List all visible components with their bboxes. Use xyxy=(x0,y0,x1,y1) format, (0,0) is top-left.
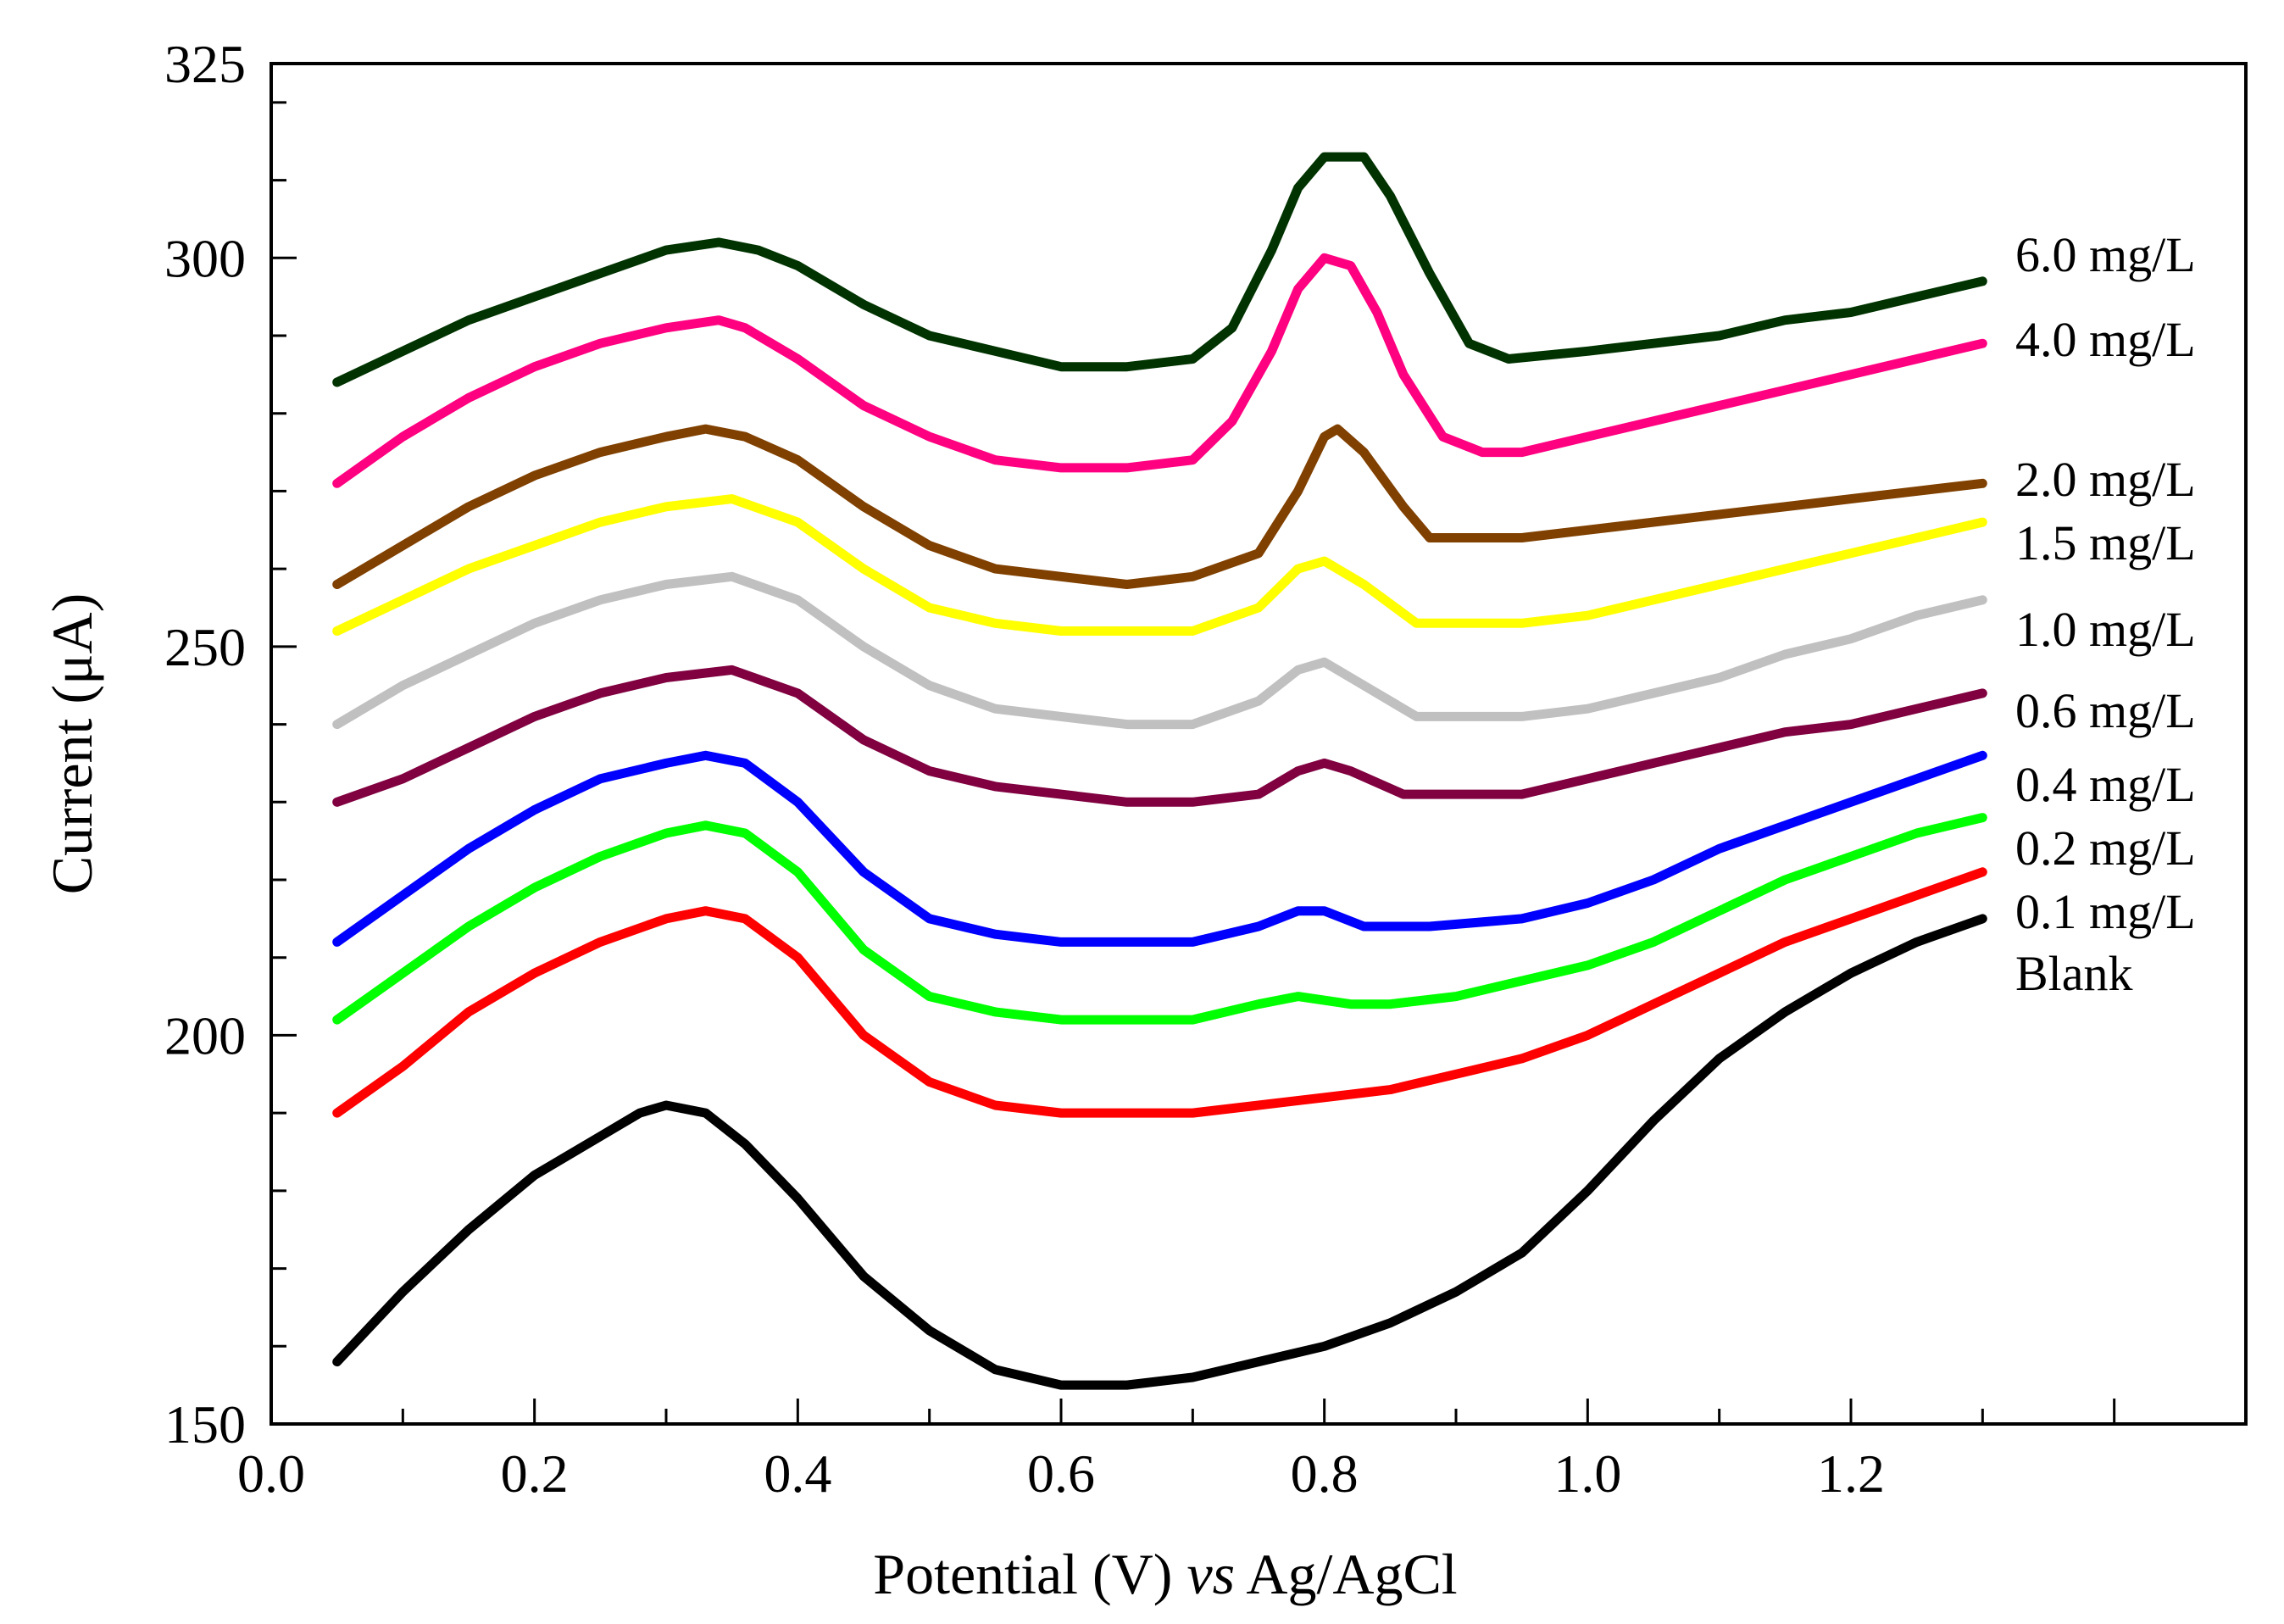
series-line xyxy=(332,914,1987,1390)
series-line xyxy=(332,867,1987,1118)
series-line xyxy=(332,253,1987,488)
x-tick-label: 0.2 xyxy=(501,1443,569,1504)
series-labels: Blank 0.1 mg/L 0.2 mg/L 0.4 mg/L 0.6 mg/L 1.0… xyxy=(2015,227,2196,1001)
tick-labels: 0.0 0.2 0.4 0.6 0.8 1.0 1.2 150 200 250 300 325 xyxy=(164,34,1885,1504)
series-line xyxy=(332,571,1987,730)
x-tick-label: 0.6 xyxy=(1027,1443,1095,1504)
series-line xyxy=(332,665,1987,807)
x-tick-label: 0.0 xyxy=(237,1443,305,1504)
series-line xyxy=(332,813,1987,1025)
y-axis-title: Current (μA) xyxy=(40,593,104,895)
series-line xyxy=(332,494,1987,636)
x-axis-title: Potential (V) vs Ag/AgCl xyxy=(873,1542,1457,1606)
x-tick-label: 0.8 xyxy=(1291,1443,1359,1504)
series-label: 0.4 mg/L xyxy=(2015,757,2196,812)
y-tick-label: 150 xyxy=(164,1394,246,1454)
series-label: 6.0 mg/L xyxy=(2015,227,2196,282)
series-label: 1.5 mg/L xyxy=(2015,515,2196,570)
x-tick-label: 1.0 xyxy=(1553,1443,1621,1504)
series-line xyxy=(332,424,1987,589)
series-line xyxy=(332,750,1987,947)
plot-frame xyxy=(270,62,2248,1426)
y-tick-label: 250 xyxy=(164,617,246,677)
series-label: 2.0 mg/L xyxy=(2015,452,2196,507)
y-tick-label: 300 xyxy=(164,228,246,288)
y-tick-label: 325 xyxy=(164,34,246,94)
x-tick-label: 1.2 xyxy=(1817,1443,1885,1504)
series-label: 0.6 mg/L xyxy=(2015,683,2196,738)
series-lines xyxy=(332,152,1987,1390)
x-tick-label: 0.4 xyxy=(764,1443,831,1504)
tick-marks xyxy=(270,101,2248,1426)
x-axis-title-part: Ag/AgCl xyxy=(1235,1542,1458,1606)
series-label: 0.1 mg/L xyxy=(2015,884,2196,939)
series-label: Blank xyxy=(2015,946,2133,1001)
y-tick-label: 200 xyxy=(164,1005,246,1065)
x-axis-title-part: vs xyxy=(1186,1542,1235,1606)
series-label: 4.0 mg/L xyxy=(2015,312,2196,367)
x-axis-title-part: Potential (V) xyxy=(873,1542,1186,1606)
series-label: 1.0 mg/L xyxy=(2015,602,2196,657)
series-label: 0.2 mg/L xyxy=(2015,820,2196,876)
series-line xyxy=(332,152,1987,387)
